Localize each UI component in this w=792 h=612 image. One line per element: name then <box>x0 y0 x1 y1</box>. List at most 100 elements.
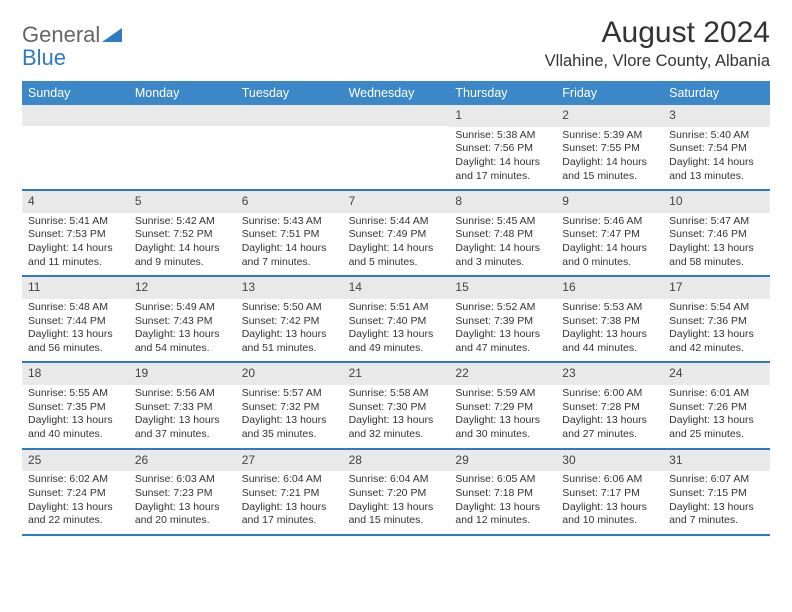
sunrise-line: Sunrise: 6:04 AM <box>349 473 444 487</box>
sunset-line: Sunset: 7:38 PM <box>562 315 657 329</box>
day-number <box>236 105 343 126</box>
sunrise-line: Sunrise: 5:57 AM <box>242 387 337 401</box>
day-cell: 12Sunrise: 5:49 AMSunset: 7:43 PMDayligh… <box>129 277 236 361</box>
day-number <box>129 105 236 126</box>
day-number: 17 <box>663 277 770 299</box>
daylight-line: Daylight: 13 hours and 42 minutes. <box>669 328 764 355</box>
day-details: Sunrise: 5:48 AMSunset: 7:44 PMDaylight:… <box>22 299 129 362</box>
week-row: 1Sunrise: 5:38 AMSunset: 7:56 PMDaylight… <box>22 105 770 189</box>
day-cell: 28Sunrise: 6:04 AMSunset: 7:20 PMDayligh… <box>343 450 450 534</box>
day-cell: 29Sunrise: 6:05 AMSunset: 7:18 PMDayligh… <box>449 450 556 534</box>
day-number: 3 <box>663 105 770 127</box>
day-number: 10 <box>663 191 770 213</box>
daylight-line: Daylight: 14 hours and 5 minutes. <box>349 242 444 269</box>
weekday-header: Thursday <box>449 81 556 105</box>
day-number: 30 <box>556 450 663 472</box>
day-number: 27 <box>236 450 343 472</box>
sunrise-line: Sunrise: 6:01 AM <box>669 387 764 401</box>
weekday-header-row: SundayMondayTuesdayWednesdayThursdayFrid… <box>22 81 770 105</box>
logo: General <box>22 16 122 48</box>
sunrise-line: Sunrise: 6:07 AM <box>669 473 764 487</box>
sunrise-line: Sunrise: 6:04 AM <box>242 473 337 487</box>
day-number: 31 <box>663 450 770 472</box>
sunrise-line: Sunrise: 5:38 AM <box>455 129 550 143</box>
sunset-line: Sunset: 7:52 PM <box>135 228 230 242</box>
day-details: Sunrise: 6:01 AMSunset: 7:26 PMDaylight:… <box>663 385 770 448</box>
sunrise-line: Sunrise: 5:59 AM <box>455 387 550 401</box>
day-number: 16 <box>556 277 663 299</box>
day-details: Sunrise: 5:49 AMSunset: 7:43 PMDaylight:… <box>129 299 236 362</box>
sunrise-line: Sunrise: 5:55 AM <box>28 387 123 401</box>
sunrise-line: Sunrise: 5:58 AM <box>349 387 444 401</box>
daylight-line: Daylight: 13 hours and 27 minutes. <box>562 414 657 441</box>
sunrise-line: Sunrise: 5:56 AM <box>135 387 230 401</box>
daylight-line: Daylight: 14 hours and 9 minutes. <box>135 242 230 269</box>
sunset-line: Sunset: 7:36 PM <box>669 315 764 329</box>
sunset-line: Sunset: 7:21 PM <box>242 487 337 501</box>
sunset-line: Sunset: 7:35 PM <box>28 401 123 415</box>
day-cell: 22Sunrise: 5:59 AMSunset: 7:29 PMDayligh… <box>449 363 556 447</box>
day-details: Sunrise: 6:07 AMSunset: 7:15 PMDaylight:… <box>663 471 770 534</box>
day-number: 2 <box>556 105 663 127</box>
sunrise-line: Sunrise: 5:50 AM <box>242 301 337 315</box>
day-number: 4 <box>22 191 129 213</box>
daylight-line: Daylight: 13 hours and 54 minutes. <box>135 328 230 355</box>
day-number: 6 <box>236 191 343 213</box>
day-details: Sunrise: 6:06 AMSunset: 7:17 PMDaylight:… <box>556 471 663 534</box>
daylight-line: Daylight: 13 hours and 49 minutes. <box>349 328 444 355</box>
day-cell: 25Sunrise: 6:02 AMSunset: 7:24 PMDayligh… <box>22 450 129 534</box>
daylight-line: Daylight: 14 hours and 0 minutes. <box>562 242 657 269</box>
day-details: Sunrise: 5:43 AMSunset: 7:51 PMDaylight:… <box>236 213 343 276</box>
sunset-line: Sunset: 7:24 PM <box>28 487 123 501</box>
day-number: 14 <box>343 277 450 299</box>
day-cell: 30Sunrise: 6:06 AMSunset: 7:17 PMDayligh… <box>556 450 663 534</box>
sunset-line: Sunset: 7:56 PM <box>455 142 550 156</box>
day-details: Sunrise: 5:56 AMSunset: 7:33 PMDaylight:… <box>129 385 236 448</box>
day-cell: 1Sunrise: 5:38 AMSunset: 7:56 PMDaylight… <box>449 105 556 189</box>
day-cell: 5Sunrise: 5:42 AMSunset: 7:52 PMDaylight… <box>129 191 236 275</box>
day-details <box>236 126 343 176</box>
weekday-header: Wednesday <box>343 81 450 105</box>
day-cell: 16Sunrise: 5:53 AMSunset: 7:38 PMDayligh… <box>556 277 663 361</box>
weekday-header: Monday <box>129 81 236 105</box>
sunset-line: Sunset: 7:43 PM <box>135 315 230 329</box>
weekday-header: Tuesday <box>236 81 343 105</box>
daylight-line: Daylight: 13 hours and 20 minutes. <box>135 501 230 528</box>
daylight-line: Daylight: 14 hours and 13 minutes. <box>669 156 764 183</box>
sunrise-line: Sunrise: 5:46 AM <box>562 215 657 229</box>
day-details: Sunrise: 6:04 AMSunset: 7:20 PMDaylight:… <box>343 471 450 534</box>
sunset-line: Sunset: 7:33 PM <box>135 401 230 415</box>
day-cell: 13Sunrise: 5:50 AMSunset: 7:42 PMDayligh… <box>236 277 343 361</box>
sunset-line: Sunset: 7:39 PM <box>455 315 550 329</box>
sunset-line: Sunset: 7:40 PM <box>349 315 444 329</box>
daylight-line: Daylight: 13 hours and 30 minutes. <box>455 414 550 441</box>
sunset-line: Sunset: 7:51 PM <box>242 228 337 242</box>
sunrise-line: Sunrise: 6:05 AM <box>455 473 550 487</box>
sunrise-line: Sunrise: 5:43 AM <box>242 215 337 229</box>
day-number: 28 <box>343 450 450 472</box>
week-row: 18Sunrise: 5:55 AMSunset: 7:35 PMDayligh… <box>22 361 770 447</box>
sunset-line: Sunset: 7:15 PM <box>669 487 764 501</box>
daylight-line: Daylight: 13 hours and 32 minutes. <box>349 414 444 441</box>
day-cell: 10Sunrise: 5:47 AMSunset: 7:46 PMDayligh… <box>663 191 770 275</box>
sunrise-line: Sunrise: 5:47 AM <box>669 215 764 229</box>
daylight-line: Daylight: 13 hours and 7 minutes. <box>669 501 764 528</box>
weekday-header: Sunday <box>22 81 129 105</box>
day-cell: 23Sunrise: 6:00 AMSunset: 7:28 PMDayligh… <box>556 363 663 447</box>
sunrise-line: Sunrise: 6:00 AM <box>562 387 657 401</box>
day-details: Sunrise: 5:45 AMSunset: 7:48 PMDaylight:… <box>449 213 556 276</box>
day-cell: 3Sunrise: 5:40 AMSunset: 7:54 PMDaylight… <box>663 105 770 189</box>
day-details: Sunrise: 6:05 AMSunset: 7:18 PMDaylight:… <box>449 471 556 534</box>
day-number: 7 <box>343 191 450 213</box>
day-details: Sunrise: 5:38 AMSunset: 7:56 PMDaylight:… <box>449 127 556 190</box>
day-details: Sunrise: 5:55 AMSunset: 7:35 PMDaylight:… <box>22 385 129 448</box>
day-details <box>343 126 450 176</box>
week-row: 11Sunrise: 5:48 AMSunset: 7:44 PMDayligh… <box>22 275 770 361</box>
day-cell: 2Sunrise: 5:39 AMSunset: 7:55 PMDaylight… <box>556 105 663 189</box>
sunset-line: Sunset: 7:44 PM <box>28 315 123 329</box>
daylight-line: Daylight: 14 hours and 7 minutes. <box>242 242 337 269</box>
sunrise-line: Sunrise: 5:39 AM <box>562 129 657 143</box>
sunset-line: Sunset: 7:46 PM <box>669 228 764 242</box>
day-cell: 21Sunrise: 5:58 AMSunset: 7:30 PMDayligh… <box>343 363 450 447</box>
sunrise-line: Sunrise: 5:48 AM <box>28 301 123 315</box>
